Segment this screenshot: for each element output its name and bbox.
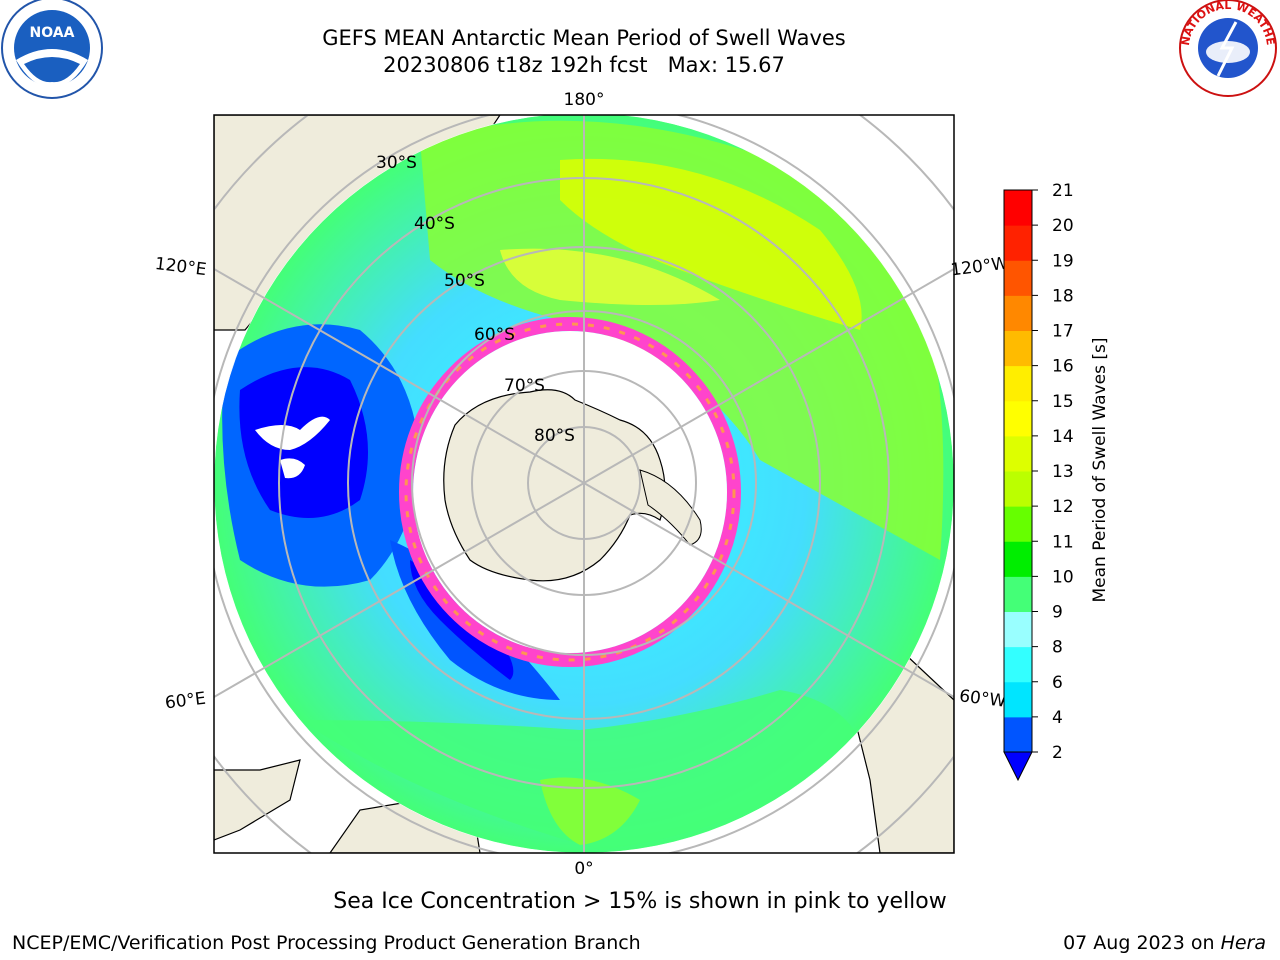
credit-line: NCEP/EMC/Verification Post Processing Pr…	[12, 932, 641, 954]
lon-label-120e: 120°E	[154, 254, 208, 280]
colorbar-tick-label: 14	[1052, 427, 1074, 447]
colorbar-segment	[1004, 471, 1032, 507]
lat-label-70s: 70°S	[504, 376, 545, 396]
lon-label-0: 0°	[574, 859, 593, 879]
colorbar-segment	[1004, 681, 1032, 718]
colorbar-segment	[1004, 506, 1032, 542]
colorbar-segment	[1004, 716, 1032, 753]
colorbar-tick-label: 21	[1052, 181, 1074, 201]
lon-label-60w: 60°W	[958, 686, 1007, 712]
lon-label-60e: 60°E	[164, 689, 207, 714]
colorbar-segment	[1004, 190, 1032, 226]
colorbar-tick-label: 20	[1052, 216, 1074, 236]
lat-label-50s: 50°S	[444, 271, 485, 291]
colorbar: 2 4 6 8 9 10 11 12 13 14 15 16 17 18 19 20 21	[1003, 181, 1074, 782]
colorbar-underflow-arrow	[1003, 751, 1033, 782]
colorbar-segment	[1004, 541, 1032, 577]
noaa-logo: NOAA	[1, 0, 103, 99]
nws-logo-ring-text: NATIONAL WEATHER SERVICE	[0, 0, 1277, 46]
nws-logo: NATIONAL WEATHER SERVICE	[0, 0, 1277, 97]
colorbar-segment	[1004, 611, 1032, 648]
colorbar-tick-label: 9	[1052, 603, 1063, 623]
lat-label-80s: 80°S	[534, 426, 575, 446]
colorbar-segment	[1004, 435, 1032, 472]
graticule	[214, 115, 954, 853]
colorbar-tick-label: 12	[1052, 497, 1074, 517]
date-text: 07 Aug 2023 on	[1063, 932, 1221, 954]
colorbar-tick-label: 11	[1052, 532, 1074, 552]
colorbar-tick-label: 8	[1052, 638, 1063, 658]
lat-label-30s: 30°S	[376, 153, 417, 173]
colorbar-tick-label: 15	[1052, 392, 1074, 412]
lon-label-180: 180°	[564, 90, 605, 110]
colorbar-segment	[1004, 225, 1032, 261]
colorbar-tick-label: 2	[1052, 743, 1063, 763]
colorbar-segment	[1004, 365, 1032, 402]
colorbar-segment	[1004, 295, 1032, 331]
colorbar-segment	[1004, 576, 1032, 612]
map-title: GEFS MEAN Antarctic Mean Period of Swell…	[322, 26, 846, 50]
colorbar-tick-label: 10	[1052, 567, 1074, 587]
colorbar-tick-label: 6	[1052, 673, 1063, 693]
colorbar-label: Mean Period of Swell Waves [s]	[1090, 338, 1110, 603]
sea-ice-note: Sea Ice Concentration > 15% is shown in …	[333, 889, 947, 914]
colorbar-tick-label: 13	[1052, 462, 1074, 482]
colorbar-segment	[1004, 400, 1032, 437]
colorbar-tick-label: 19	[1052, 251, 1074, 271]
lat-label-60s: 60°S	[474, 325, 515, 345]
map-subtitle: 20230806 t18z 192h fcst Max: 15.67	[383, 53, 785, 77]
lon-label-120w: 120°W	[950, 254, 1010, 281]
lat-label-40s: 40°S	[414, 214, 455, 234]
colorbar-segment	[1004, 330, 1032, 367]
colorbar-tick-label: 16	[1052, 357, 1074, 377]
colorbar-segment	[1004, 260, 1032, 296]
colorbar-tick-label: 18	[1052, 286, 1074, 306]
host-name: Hera	[1220, 932, 1266, 954]
noaa-logo-text: NOAA	[30, 25, 75, 41]
colorbar-tick-label: 4	[1052, 708, 1063, 728]
colorbar-segment	[1004, 646, 1032, 683]
date-line: 07 Aug 2023 on Hera	[1063, 932, 1266, 954]
colorbar-tick-label: 17	[1052, 322, 1074, 342]
